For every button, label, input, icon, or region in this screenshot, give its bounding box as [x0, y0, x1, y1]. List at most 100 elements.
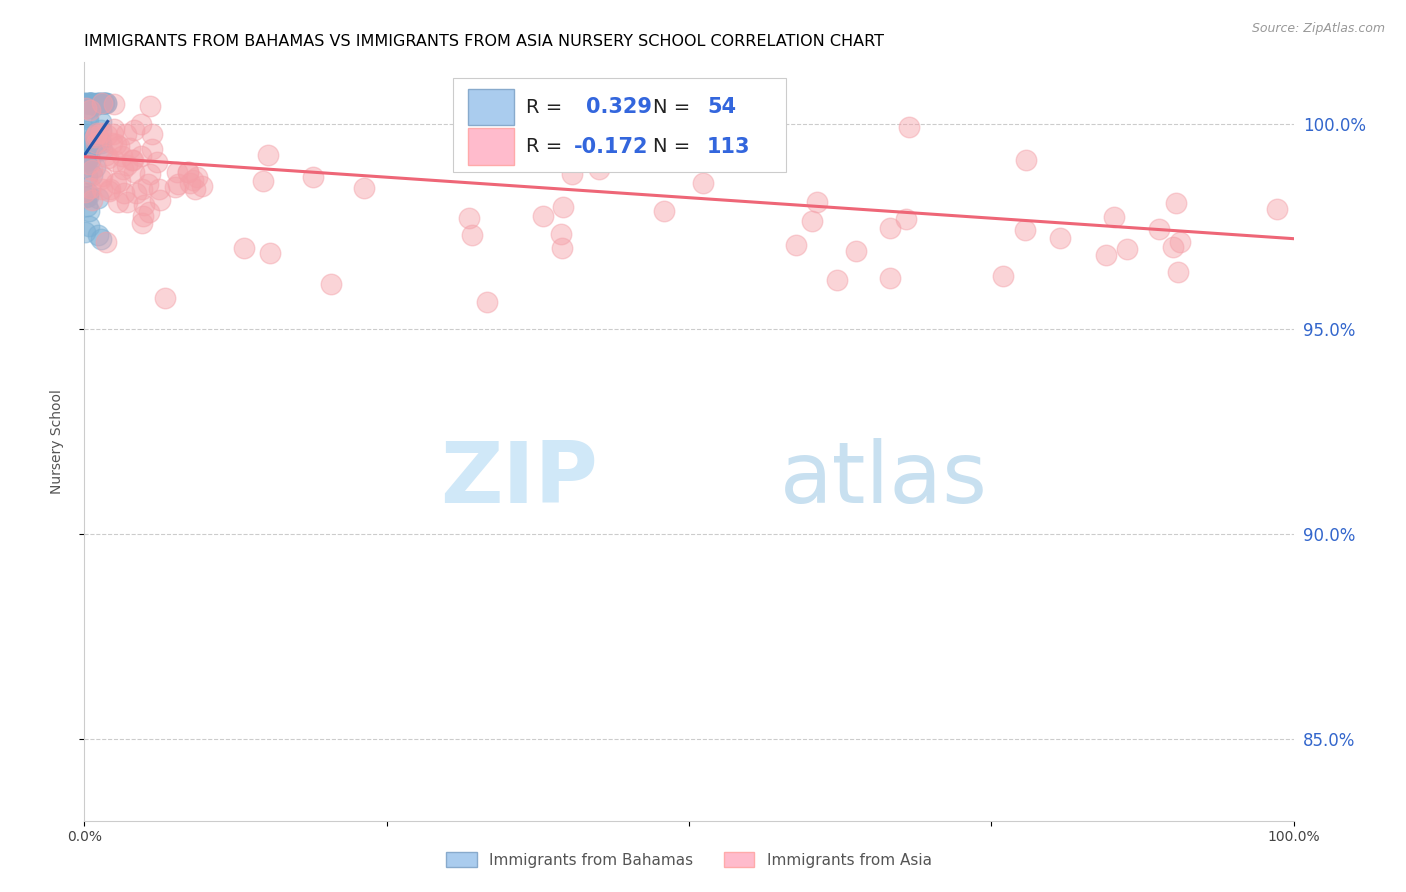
Point — [98, 184, 121, 198]
Point — [89, 96, 111, 111]
Point — [75, 190, 97, 204]
Text: Source: ZipAtlas.com: Source: ZipAtlas.com — [1251, 22, 1385, 36]
Point — [124, 186, 146, 201]
Point — [82, 163, 104, 178]
Point — [73, 160, 96, 174]
Legend: Immigrants from Bahamas, Immigrants from Asia: Immigrants from Bahamas, Immigrants from… — [440, 846, 938, 873]
Point — [77, 112, 100, 126]
Point — [122, 165, 145, 179]
Point — [96, 128, 118, 142]
Point — [79, 181, 101, 195]
Point — [148, 182, 170, 196]
Point — [87, 191, 110, 205]
Point — [89, 96, 111, 111]
Point — [148, 194, 170, 208]
Point — [825, 273, 848, 287]
Point — [90, 136, 112, 150]
Point — [77, 101, 100, 115]
Point — [79, 96, 101, 111]
Point — [163, 179, 186, 194]
Point — [1267, 202, 1289, 216]
Point — [121, 153, 143, 168]
Point — [75, 101, 97, 115]
Bar — [468, 89, 513, 126]
Point — [105, 176, 128, 190]
Point — [179, 176, 201, 190]
Point — [1015, 153, 1038, 167]
Bar — [468, 128, 513, 165]
Point — [75, 185, 97, 199]
Point — [80, 96, 103, 111]
Point — [76, 110, 98, 124]
Text: 0.329: 0.329 — [586, 97, 652, 117]
Point — [879, 221, 901, 235]
Point — [1116, 242, 1139, 256]
Point — [785, 238, 807, 252]
Point — [509, 137, 531, 152]
Point — [76, 153, 98, 167]
Point — [73, 225, 96, 239]
Point — [104, 137, 127, 152]
Point — [598, 120, 620, 135]
Point — [79, 103, 101, 118]
Point — [111, 149, 134, 163]
Point — [115, 127, 138, 141]
Point — [141, 127, 163, 141]
Point — [461, 227, 484, 242]
Point — [84, 129, 107, 144]
Point — [457, 211, 479, 226]
Point — [77, 157, 100, 171]
Text: ZIP: ZIP — [440, 438, 599, 521]
Point — [531, 209, 554, 223]
Point — [1147, 222, 1170, 236]
Point — [1014, 223, 1036, 237]
Point — [73, 96, 96, 111]
Point — [131, 209, 153, 223]
Point — [80, 96, 103, 111]
Text: 113: 113 — [707, 136, 751, 157]
Point — [111, 162, 134, 177]
Point — [75, 96, 97, 111]
Point — [93, 96, 115, 111]
Point — [131, 182, 153, 196]
Point — [256, 148, 278, 162]
Point — [321, 277, 343, 291]
Text: R =: R = — [526, 137, 568, 156]
Point — [131, 215, 153, 229]
FancyBboxPatch shape — [453, 78, 786, 172]
Point — [551, 241, 574, 255]
Point — [79, 96, 101, 111]
Point — [97, 151, 120, 165]
Point — [103, 96, 125, 111]
Point — [107, 195, 129, 210]
Point — [79, 153, 101, 167]
Point — [129, 149, 152, 163]
Point — [122, 123, 145, 137]
Point — [96, 96, 118, 111]
Point — [80, 133, 103, 147]
Text: 54: 54 — [707, 97, 737, 117]
Point — [76, 169, 98, 184]
Point — [90, 115, 112, 129]
Point — [186, 169, 208, 184]
Point — [89, 134, 111, 148]
Point — [353, 181, 375, 195]
Point — [1094, 248, 1116, 262]
Point — [80, 139, 103, 153]
Point — [1167, 265, 1189, 279]
Point — [75, 138, 97, 153]
Point — [77, 188, 100, 202]
Point — [146, 155, 169, 169]
Point — [77, 204, 100, 219]
Text: -0.172: -0.172 — [574, 136, 648, 157]
Point — [77, 186, 100, 200]
Point — [94, 96, 117, 111]
Point — [561, 167, 583, 181]
Text: R =: R = — [526, 97, 568, 117]
Point — [76, 127, 98, 141]
Point — [82, 193, 104, 207]
Point — [138, 167, 160, 181]
Point — [129, 117, 152, 131]
Point — [79, 219, 101, 234]
Point — [115, 157, 138, 171]
